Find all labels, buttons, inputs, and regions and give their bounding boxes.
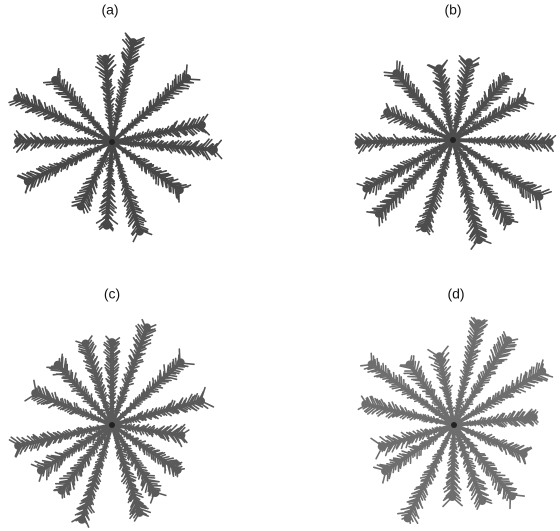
dendrite-pattern bbox=[10, 320, 214, 527]
dendrite-tip bbox=[421, 224, 429, 232]
dendrite-tip bbox=[475, 236, 483, 244]
dendrite-tip bbox=[378, 443, 386, 451]
dendrite-tip bbox=[465, 58, 473, 66]
dendrite-tip bbox=[504, 336, 512, 344]
dendrite-tip bbox=[177, 431, 185, 439]
dendrite-tip bbox=[381, 467, 389, 475]
dendrite-pattern bbox=[9, 33, 222, 241]
dendrite-tip bbox=[362, 185, 370, 193]
dendrite-tip bbox=[174, 466, 182, 474]
dendrite-tip bbox=[406, 361, 414, 369]
dendrite-core bbox=[451, 422, 457, 428]
dendrite-tip bbox=[546, 139, 554, 147]
dendrite-tip bbox=[210, 146, 218, 154]
dendrite-tip bbox=[143, 323, 151, 331]
dendrite-tip bbox=[58, 487, 66, 495]
dendrite-tip bbox=[508, 492, 516, 500]
dendrite-tip bbox=[435, 352, 443, 360]
dendrite-tip bbox=[502, 75, 510, 83]
dendrite-tip bbox=[448, 493, 456, 501]
dendrite-tip bbox=[520, 450, 528, 458]
dendrite-tip bbox=[37, 467, 45, 475]
dendrite-tip bbox=[31, 389, 39, 397]
dendrite-tip bbox=[108, 338, 116, 346]
dendrite-tip bbox=[435, 64, 443, 72]
figure: (a) (b) (c) (d) bbox=[0, 0, 560, 531]
dendrite-branches bbox=[398, 436, 450, 524]
dendrite-tip bbox=[505, 217, 513, 225]
dendrite-tip bbox=[78, 516, 86, 524]
dendrite-tip bbox=[392, 69, 400, 77]
dendrite-tip bbox=[361, 400, 369, 408]
dendrite-pattern bbox=[355, 56, 556, 249]
dendrite-tip bbox=[103, 222, 111, 230]
dendrite-tip bbox=[151, 489, 159, 497]
dendrite-tip bbox=[197, 397, 205, 405]
dendrite-tip bbox=[77, 202, 85, 210]
dendrite-tip bbox=[54, 361, 62, 369]
dendrite-tip bbox=[538, 368, 546, 376]
dendrite-tip bbox=[404, 514, 412, 522]
dendrite-tip bbox=[355, 138, 363, 146]
dendrite-tip bbox=[82, 340, 90, 348]
dendrite-tip bbox=[198, 121, 206, 129]
dendrite-tip bbox=[14, 442, 22, 450]
dendrite-core bbox=[109, 422, 115, 428]
panel-label: (c) bbox=[104, 286, 120, 302]
dendrite-tip bbox=[383, 108, 391, 116]
dendrite-tip bbox=[478, 497, 486, 505]
dendrite-branches bbox=[96, 55, 116, 131]
dendrite-tip bbox=[51, 76, 59, 84]
dendrite-tip bbox=[535, 193, 543, 201]
dendrite-tip bbox=[368, 360, 376, 368]
dendrite-tip bbox=[129, 38, 137, 46]
panel-label: (a) bbox=[101, 2, 118, 18]
dendrite-tip bbox=[24, 178, 32, 186]
dendrite-pattern bbox=[358, 318, 552, 524]
dendrite-tip bbox=[136, 509, 144, 517]
dendrite-tip bbox=[474, 319, 482, 327]
dendrite-tip bbox=[177, 358, 185, 366]
dendrite-tip bbox=[176, 186, 184, 194]
dendrite-tip bbox=[183, 74, 191, 82]
dendrite-tip bbox=[14, 137, 22, 145]
panel-label: (b) bbox=[444, 2, 461, 18]
panel-label: (d) bbox=[447, 286, 464, 302]
dendrite-branches bbox=[465, 133, 555, 151]
dendrite-tip bbox=[13, 94, 21, 102]
dendrite-tip bbox=[101, 55, 109, 63]
dendrite-core bbox=[450, 137, 456, 143]
dendrite-tip bbox=[519, 96, 527, 104]
dendrite-tip bbox=[530, 413, 538, 421]
dendrite-tip bbox=[375, 210, 383, 218]
dendrite-tip bbox=[136, 228, 144, 236]
dendrite-core bbox=[109, 139, 115, 145]
